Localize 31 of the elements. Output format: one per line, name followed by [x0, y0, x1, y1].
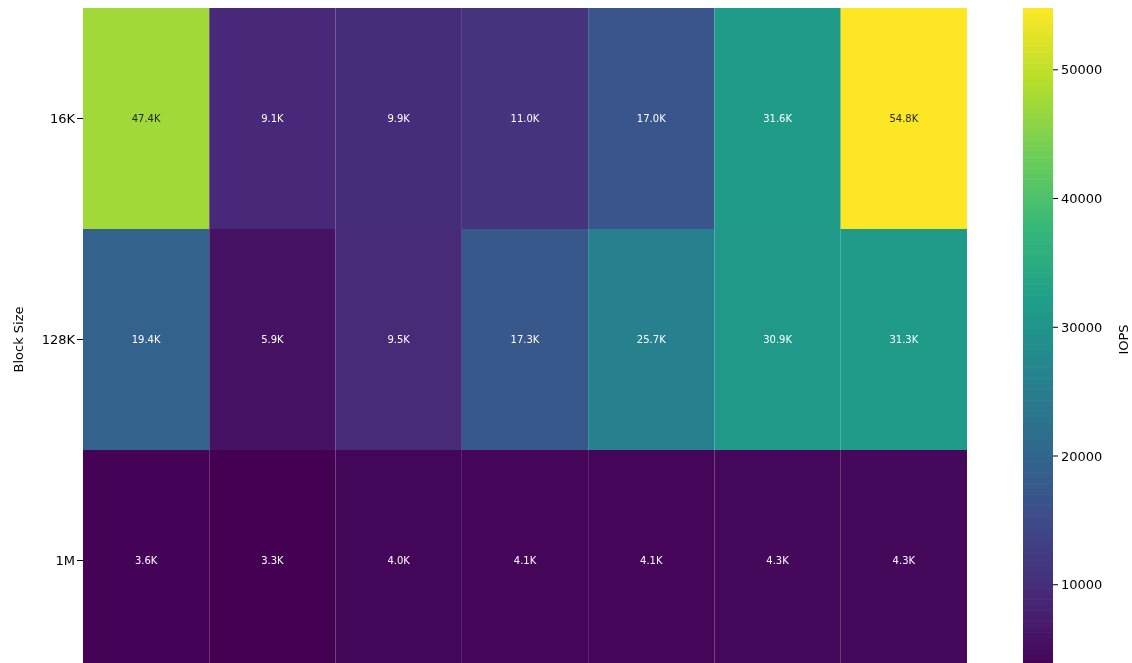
y-tick-label: 1M	[55, 553, 75, 569]
color-bar-label: 50000	[1061, 62, 1103, 78]
data-label: 9.9K	[387, 113, 411, 124]
data-label: 19.4K	[131, 334, 161, 345]
data-label: 3.6K	[134, 555, 158, 566]
color-bar-label: 20000	[1061, 448, 1103, 464]
data-label: 54.8K	[889, 113, 919, 124]
y-tick-label: 16K	[49, 111, 76, 127]
data-label: 4.3K	[892, 555, 916, 566]
data-label: 4.1K	[513, 555, 537, 566]
data-label: 3.3K	[261, 555, 285, 566]
data-label: 4.3K	[766, 555, 790, 566]
data-label: 30.9K	[763, 334, 793, 345]
color-bar-label: 40000	[1061, 191, 1103, 207]
data-label: 11.0K	[510, 113, 540, 124]
data-label: 17.0K	[636, 113, 667, 124]
color-bar-label: 30000	[1061, 319, 1103, 335]
data-label: 31.3K	[889, 334, 919, 345]
data-label: 4.1K	[640, 555, 663, 566]
data-label: 47.4K	[131, 113, 161, 124]
data-label: 9.5K	[387, 334, 411, 345]
color-bar-label: 10000	[1061, 577, 1103, 593]
color-bar-title: IOPS	[1115, 324, 1131, 355]
data-label: 5.9K	[261, 334, 285, 345]
y-tick-label: 128K	[41, 332, 76, 348]
data-label: 4.0K	[387, 555, 411, 566]
data-label: 31.6K	[763, 113, 793, 124]
data-label: 25.7K	[636, 334, 667, 345]
data-label: 9.1K	[261, 113, 285, 124]
y-axis-title: Block Size	[10, 306, 26, 373]
data-label: 17.3K	[510, 334, 540, 345]
